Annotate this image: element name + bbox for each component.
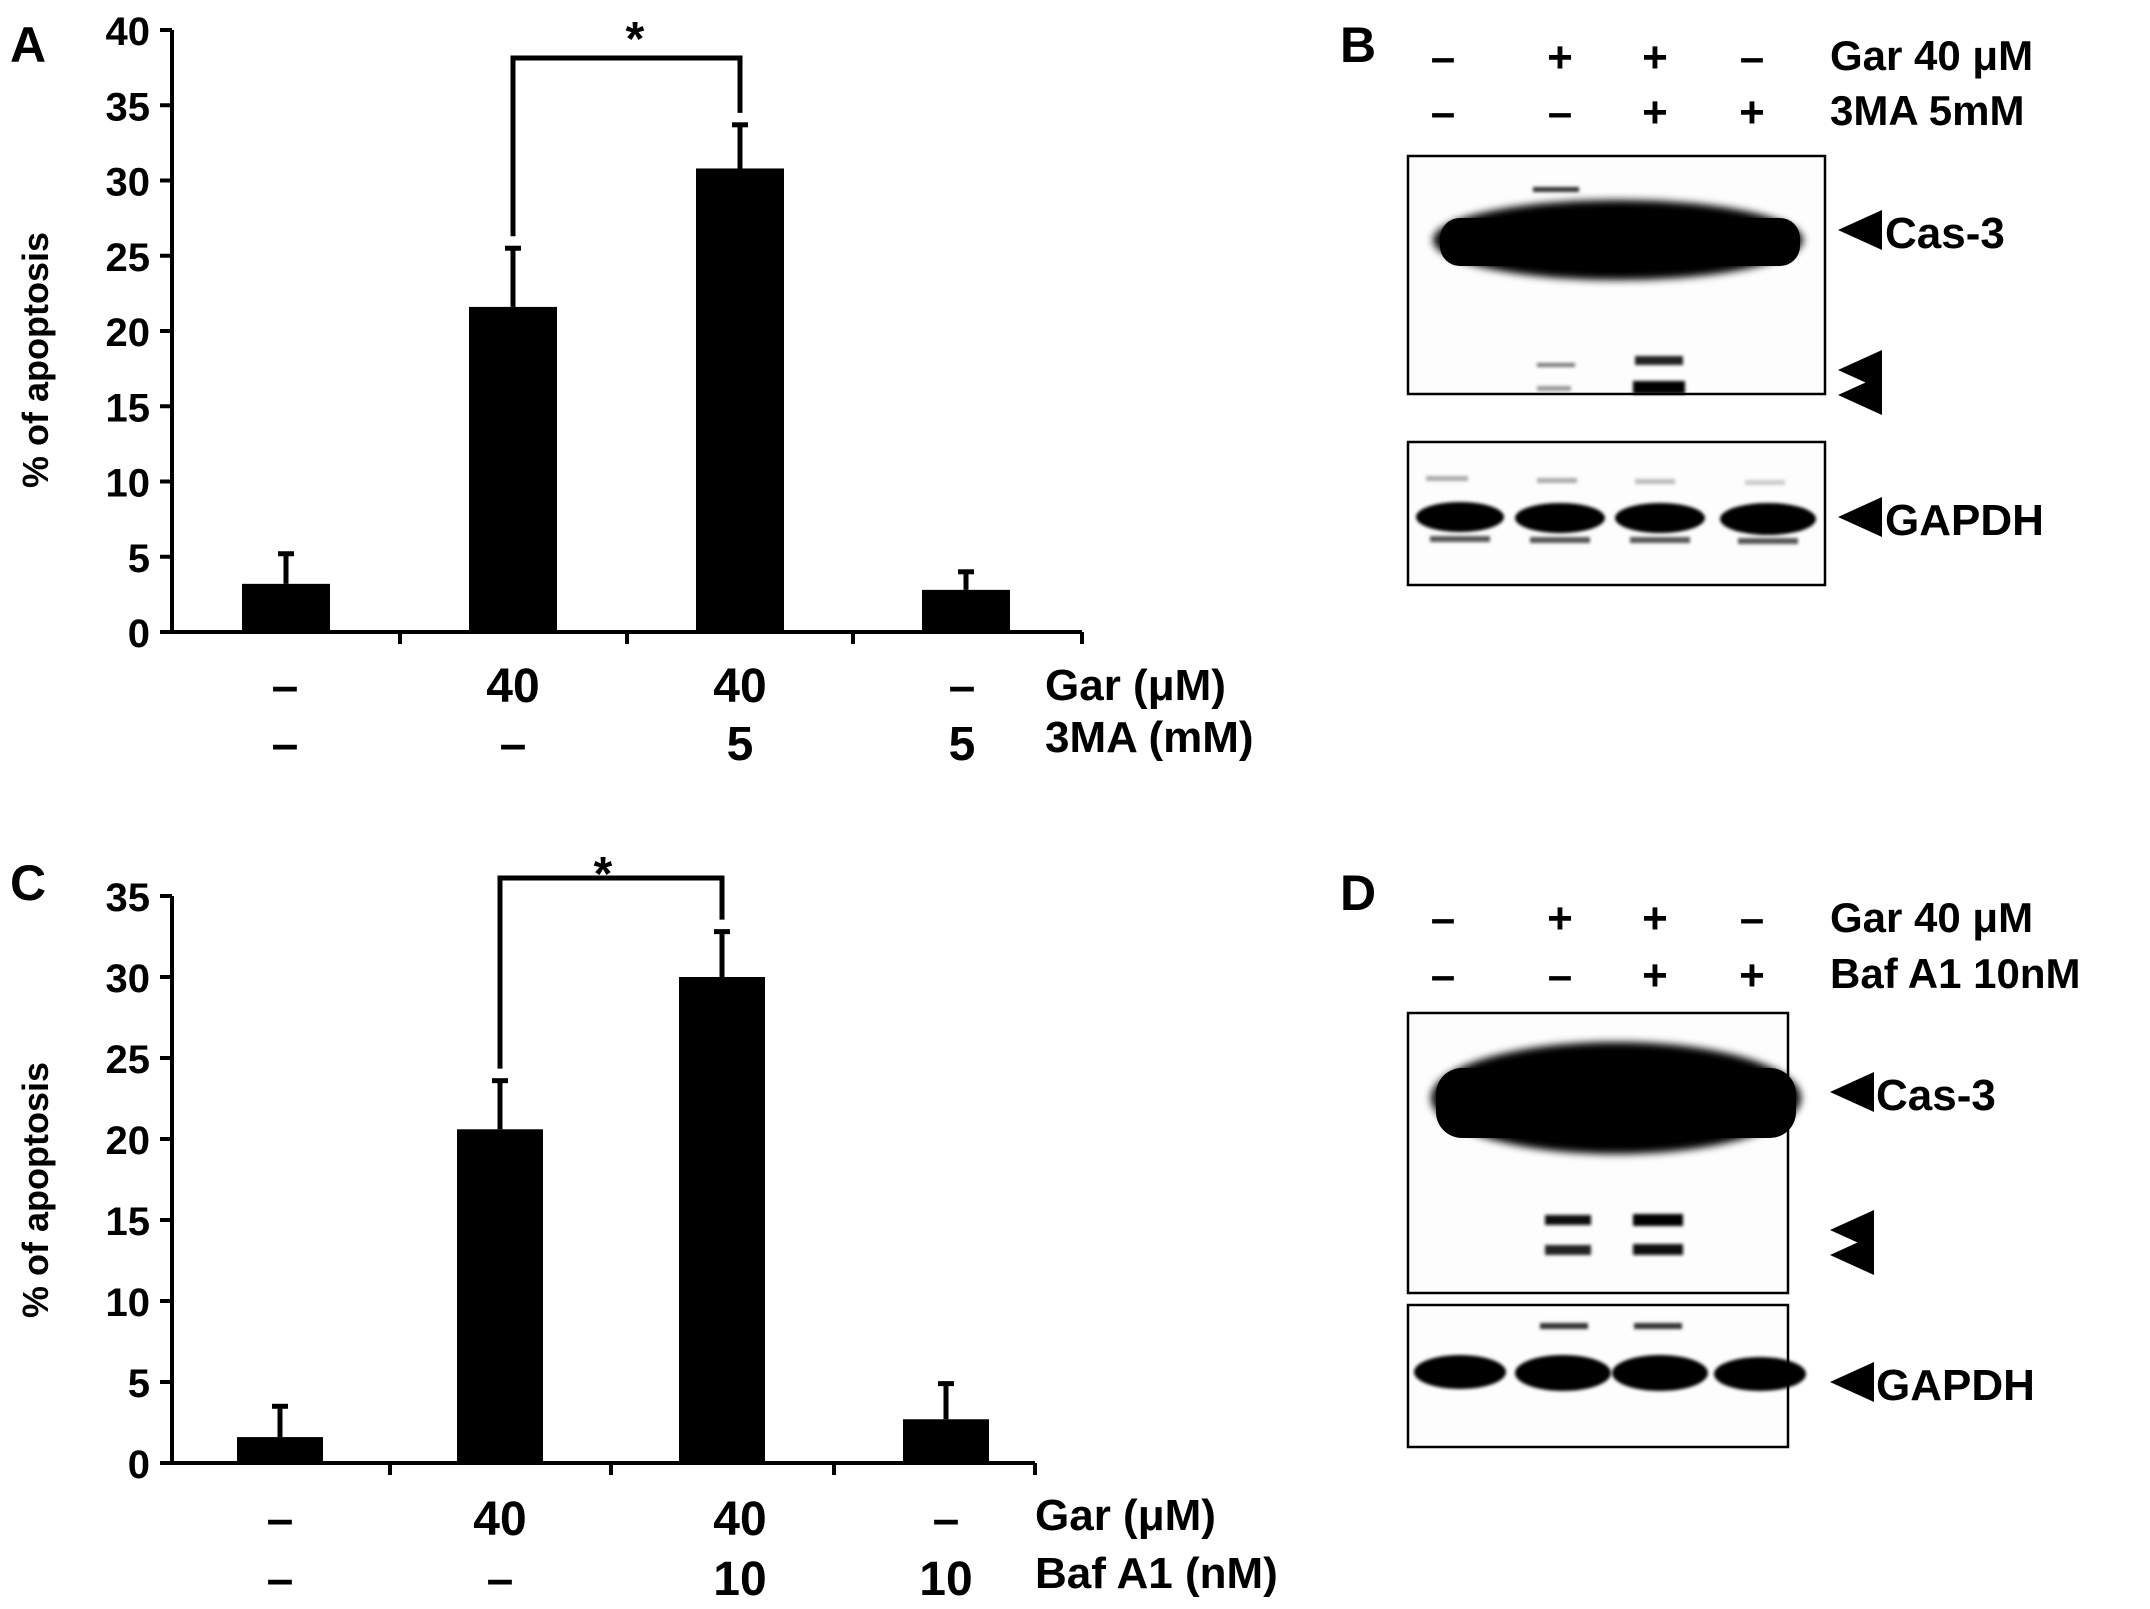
d-hdr2-lane2: –	[1548, 951, 1572, 1000]
cond-a-row2-lane4: 5	[949, 718, 976, 771]
bar	[242, 583, 330, 632]
bar	[237, 1437, 323, 1463]
panel-b: B – + + – Gar 40 μM – – + + 3MA 5mM	[1340, 17, 2044, 587]
panel-letter-d: D	[1340, 865, 1376, 921]
cond-c-row2-lane2: –	[487, 1553, 514, 1606]
band-label-gapdh-d: GAPDH	[1876, 1361, 2035, 1410]
cond-a-row1-lane3: 40	[713, 660, 766, 713]
b-hdr2-lane3: +	[1642, 88, 1668, 137]
significance-bracket	[497, 875, 725, 1069]
b-hdr1-lane2: +	[1547, 33, 1573, 82]
d-hdr2-lane4: +	[1739, 951, 1765, 1000]
b-hdr2-lane1: –	[1431, 88, 1455, 137]
d-hdr1-label: Gar 40 μM	[1830, 894, 2033, 941]
arrow-cas3-b	[1838, 210, 1882, 250]
b-hdr2-lane4: +	[1739, 88, 1765, 137]
band-label-cas3-d: Cas-3	[1876, 1071, 1996, 1120]
y-axis-label-c: % of apoptosis	[15, 1062, 56, 1318]
bar-chart-c: 0 5 10 15 20 25 30 35	[106, 875, 1037, 1487]
cond-c-row2-lane3: 10	[713, 1553, 766, 1606]
cond-a-row1-lane4: –	[949, 660, 976, 713]
y-tick-label: 20	[106, 1119, 151, 1163]
significance-star-a: *	[626, 13, 645, 66]
b-hdr1-lane1: –	[1431, 33, 1455, 82]
y-tick-label: 30	[106, 957, 151, 1001]
y-tick-label: 30	[106, 161, 151, 205]
b-hdr1-lane3: +	[1642, 33, 1668, 82]
blot-b-cas3	[1406, 154, 1827, 396]
y-tick-label: 10	[106, 462, 151, 506]
d-hdr2-label: Baf A1 10nM	[1830, 950, 2081, 997]
y-tick-label: 5	[128, 537, 150, 581]
cond-a-row1-lane2: 40	[486, 660, 539, 713]
cond-c-row1-lane2: 40	[473, 1493, 526, 1546]
d-hdr1-lane4: –	[1740, 894, 1764, 943]
cond-a-row1-label: Gar (μM)	[1045, 661, 1226, 710]
cond-c-row1-lane1: –	[267, 1493, 294, 1546]
panel-letter-b: B	[1340, 17, 1376, 73]
blot-d-gapdh	[1406, 1303, 1806, 1449]
cond-a-row2-lane3: 5	[727, 718, 754, 771]
bar	[457, 1129, 543, 1463]
b-hdr2-lane2: –	[1548, 88, 1572, 137]
y-tick-label: 25	[106, 1038, 151, 1082]
y-tick-label: 35	[106, 85, 151, 129]
b-hdr1-label: Gar 40 μM	[1830, 32, 2033, 79]
arrow-gapdh-b	[1838, 497, 1882, 537]
y-tick-label: 5	[128, 1362, 150, 1406]
y-tick-label: 0	[128, 1443, 150, 1487]
d-hdr1-lane2: +	[1547, 894, 1573, 943]
bar	[679, 977, 765, 1463]
y-axis-label-a: % of apoptosis	[15, 232, 56, 488]
b-hdr2-label: 3MA 5mM	[1830, 87, 2024, 134]
cond-c-row1-lane3: 40	[713, 1493, 766, 1546]
panel-c: C % of apoptosis 0 5 10 15 20 25 30 35 * – 40 4…	[10, 848, 1278, 1606]
panel-letter-a: A	[10, 17, 46, 73]
y-tick-label: 40	[106, 10, 151, 54]
y-tick-label: 20	[106, 311, 151, 355]
arrow-gapdh-d	[1830, 1362, 1874, 1402]
panel-letter-c: C	[10, 855, 46, 911]
significance-star-c: *	[594, 848, 613, 901]
cond-c-row1-lane4: –	[933, 1493, 960, 1546]
panel-a: A % of apoptosis 0 5 10 15 20 25 30 35 40 * – 40…	[10, 10, 1254, 771]
cond-c-row2-lane1: –	[267, 1553, 294, 1606]
y-tick-label: 10	[106, 1281, 151, 1325]
y-tick-label: 0	[128, 612, 150, 656]
d-hdr1-lane1: –	[1431, 894, 1455, 943]
bar-chart-a: 0 5 10 15 20 25 30 35 40	[106, 10, 1084, 656]
arrow-cleaved2-d	[1830, 1235, 1874, 1275]
band-label-cas3-b: Cas-3	[1885, 209, 2005, 258]
bar	[903, 1419, 989, 1463]
y-tick-label: 35	[106, 876, 151, 920]
d-hdr2-lane1: –	[1431, 951, 1455, 1000]
blot-d-cas3	[1406, 1011, 1801, 1295]
cond-c-row1-label: Gar (μM)	[1035, 1491, 1216, 1540]
significance-bracket	[510, 55, 743, 237]
cond-a-row1-lane1: –	[272, 660, 299, 713]
cond-a-row2-lane2: –	[500, 718, 527, 771]
band-label-gapdh-b: GAPDH	[1885, 496, 2044, 545]
panel-d: D – + + – Gar 40 μM – – + + Baf A1 10nM	[1340, 865, 2081, 1449]
b-hdr1-lane4: –	[1740, 33, 1764, 82]
bar	[696, 168, 784, 632]
bar	[922, 589, 1010, 632]
cond-c-row2-lane4: 10	[919, 1553, 972, 1606]
y-tick-label: 15	[106, 1200, 151, 1244]
cond-a-row2-lane1: –	[272, 718, 299, 771]
y-tick-label: 15	[106, 386, 151, 430]
d-hdr1-lane3: +	[1642, 894, 1668, 943]
y-tick-label: 25	[106, 236, 151, 280]
arrow-cas3-d	[1830, 1072, 1874, 1112]
bar	[469, 306, 557, 632]
cond-a-row2-label: 3MA (mM)	[1045, 713, 1254, 762]
d-hdr2-lane3: +	[1642, 951, 1668, 1000]
blot-b-gapdh	[1406, 440, 1827, 587]
arrow-cleaved2-b	[1838, 375, 1882, 415]
cond-c-row2-label: Baf A1 (nM)	[1035, 1549, 1278, 1598]
